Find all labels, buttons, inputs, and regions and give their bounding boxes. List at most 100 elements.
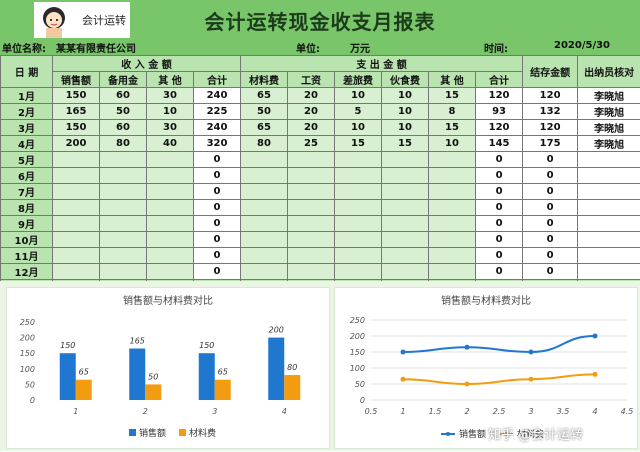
table-cell[interactable]: 0	[194, 248, 241, 264]
table-cell[interactable]	[382, 200, 429, 216]
table-cell[interactable]: 320	[194, 136, 241, 152]
table-cell[interactable]	[53, 184, 100, 200]
table-cell[interactable]	[241, 152, 288, 168]
table-cell[interactable]	[578, 248, 640, 264]
table-cell[interactable]: 65	[241, 120, 288, 136]
table-cell[interactable]: 0	[476, 216, 523, 232]
table-cell[interactable]: 0	[476, 248, 523, 264]
table-cell[interactable]	[147, 232, 194, 248]
table-cell[interactable]	[100, 184, 147, 200]
table-cell[interactable]: 165	[53, 104, 100, 120]
table-cell[interactable]	[429, 184, 476, 200]
table-cell[interactable]	[429, 232, 476, 248]
table-cell[interactable]: 8	[429, 104, 476, 120]
table-cell[interactable]: 0	[194, 232, 241, 248]
table-cell[interactable]	[288, 200, 335, 216]
table-cell[interactable]: 李晓旭	[578, 120, 640, 136]
table-cell[interactable]	[147, 168, 194, 184]
table-cell[interactable]: 50	[100, 104, 147, 120]
table-cell[interactable]: 0	[523, 232, 578, 248]
table-cell[interactable]: 132	[523, 104, 578, 120]
table-cell[interactable]: 李晓旭	[578, 136, 640, 152]
table-cell[interactable]: 30	[147, 120, 194, 136]
table-cell[interactable]	[288, 248, 335, 264]
table-cell[interactable]	[53, 168, 100, 184]
table-cell[interactable]: 李晓旭	[578, 104, 640, 120]
table-cell[interactable]: 150	[53, 88, 100, 104]
table-cell[interactable]: 15	[335, 136, 382, 152]
table-cell[interactable]: 30	[147, 88, 194, 104]
table-cell[interactable]	[429, 216, 476, 232]
table-cell[interactable]	[382, 216, 429, 232]
table-cell[interactable]	[147, 248, 194, 264]
table-cell[interactable]	[382, 152, 429, 168]
table-cell[interactable]: 15	[429, 120, 476, 136]
table-cell[interactable]: 0	[523, 152, 578, 168]
table-cell[interactable]: 20	[288, 88, 335, 104]
table-cell[interactable]: 15	[429, 88, 476, 104]
table-cell[interactable]: 65	[241, 88, 288, 104]
table-cell[interactable]: 15	[382, 136, 429, 152]
table-cell[interactable]	[100, 248, 147, 264]
table-cell[interactable]: 0	[523, 264, 578, 280]
table-cell[interactable]	[335, 264, 382, 280]
table-cell[interactable]	[288, 216, 335, 232]
table-cell[interactable]	[241, 184, 288, 200]
table-cell[interactable]: 0	[194, 264, 241, 280]
table-cell[interactable]	[53, 152, 100, 168]
table-cell[interactable]: 0	[194, 184, 241, 200]
table-cell[interactable]: 60	[100, 88, 147, 104]
table-cell[interactable]: 0	[194, 200, 241, 216]
table-cell[interactable]: 120	[476, 88, 523, 104]
table-cell[interactable]: 0	[523, 248, 578, 264]
table-cell[interactable]: 10	[147, 104, 194, 120]
table-cell[interactable]	[100, 168, 147, 184]
table-cell[interactable]: 0	[523, 216, 578, 232]
table-cell[interactable]	[382, 264, 429, 280]
table-cell[interactable]: 0	[194, 168, 241, 184]
table-cell[interactable]: 10	[335, 88, 382, 104]
table-cell[interactable]	[335, 184, 382, 200]
table-cell[interactable]: 240	[194, 120, 241, 136]
table-cell[interactable]: 60	[100, 120, 147, 136]
table-cell[interactable]: 0	[476, 232, 523, 248]
table-cell[interactable]: 0	[194, 152, 241, 168]
table-cell[interactable]	[429, 152, 476, 168]
table-cell[interactable]	[100, 216, 147, 232]
table-cell[interactable]: 0	[476, 264, 523, 280]
table-cell[interactable]	[335, 216, 382, 232]
table-cell[interactable]: 0	[476, 152, 523, 168]
table-cell[interactable]	[53, 232, 100, 248]
table-cell[interactable]: 50	[241, 104, 288, 120]
table-cell[interactable]: 175	[523, 136, 578, 152]
table-cell[interactable]	[147, 184, 194, 200]
table-cell[interactable]	[578, 232, 640, 248]
table-cell[interactable]: 80	[241, 136, 288, 152]
table-cell[interactable]: 240	[194, 88, 241, 104]
table-cell[interactable]	[578, 184, 640, 200]
table-cell[interactable]	[335, 152, 382, 168]
table-cell[interactable]	[53, 200, 100, 216]
table-cell[interactable]	[241, 232, 288, 248]
table-cell[interactable]	[241, 200, 288, 216]
table-cell[interactable]: 145	[476, 136, 523, 152]
table-cell[interactable]	[578, 200, 640, 216]
table-cell[interactable]: 5	[335, 104, 382, 120]
table-cell[interactable]	[100, 232, 147, 248]
table-cell[interactable]: 200	[53, 136, 100, 152]
table-cell[interactable]	[53, 216, 100, 232]
table-cell[interactable]: 20	[288, 104, 335, 120]
table-cell[interactable]	[241, 168, 288, 184]
table-cell[interactable]	[100, 200, 147, 216]
table-cell[interactable]	[147, 152, 194, 168]
table-cell[interactable]	[335, 248, 382, 264]
table-cell[interactable]: 93	[476, 104, 523, 120]
table-cell[interactable]	[382, 232, 429, 248]
table-cell[interactable]: 0	[523, 200, 578, 216]
table-cell[interactable]: 10	[382, 120, 429, 136]
table-cell[interactable]: 225	[194, 104, 241, 120]
table-cell[interactable]: 0	[476, 200, 523, 216]
table-cell[interactable]	[241, 248, 288, 264]
